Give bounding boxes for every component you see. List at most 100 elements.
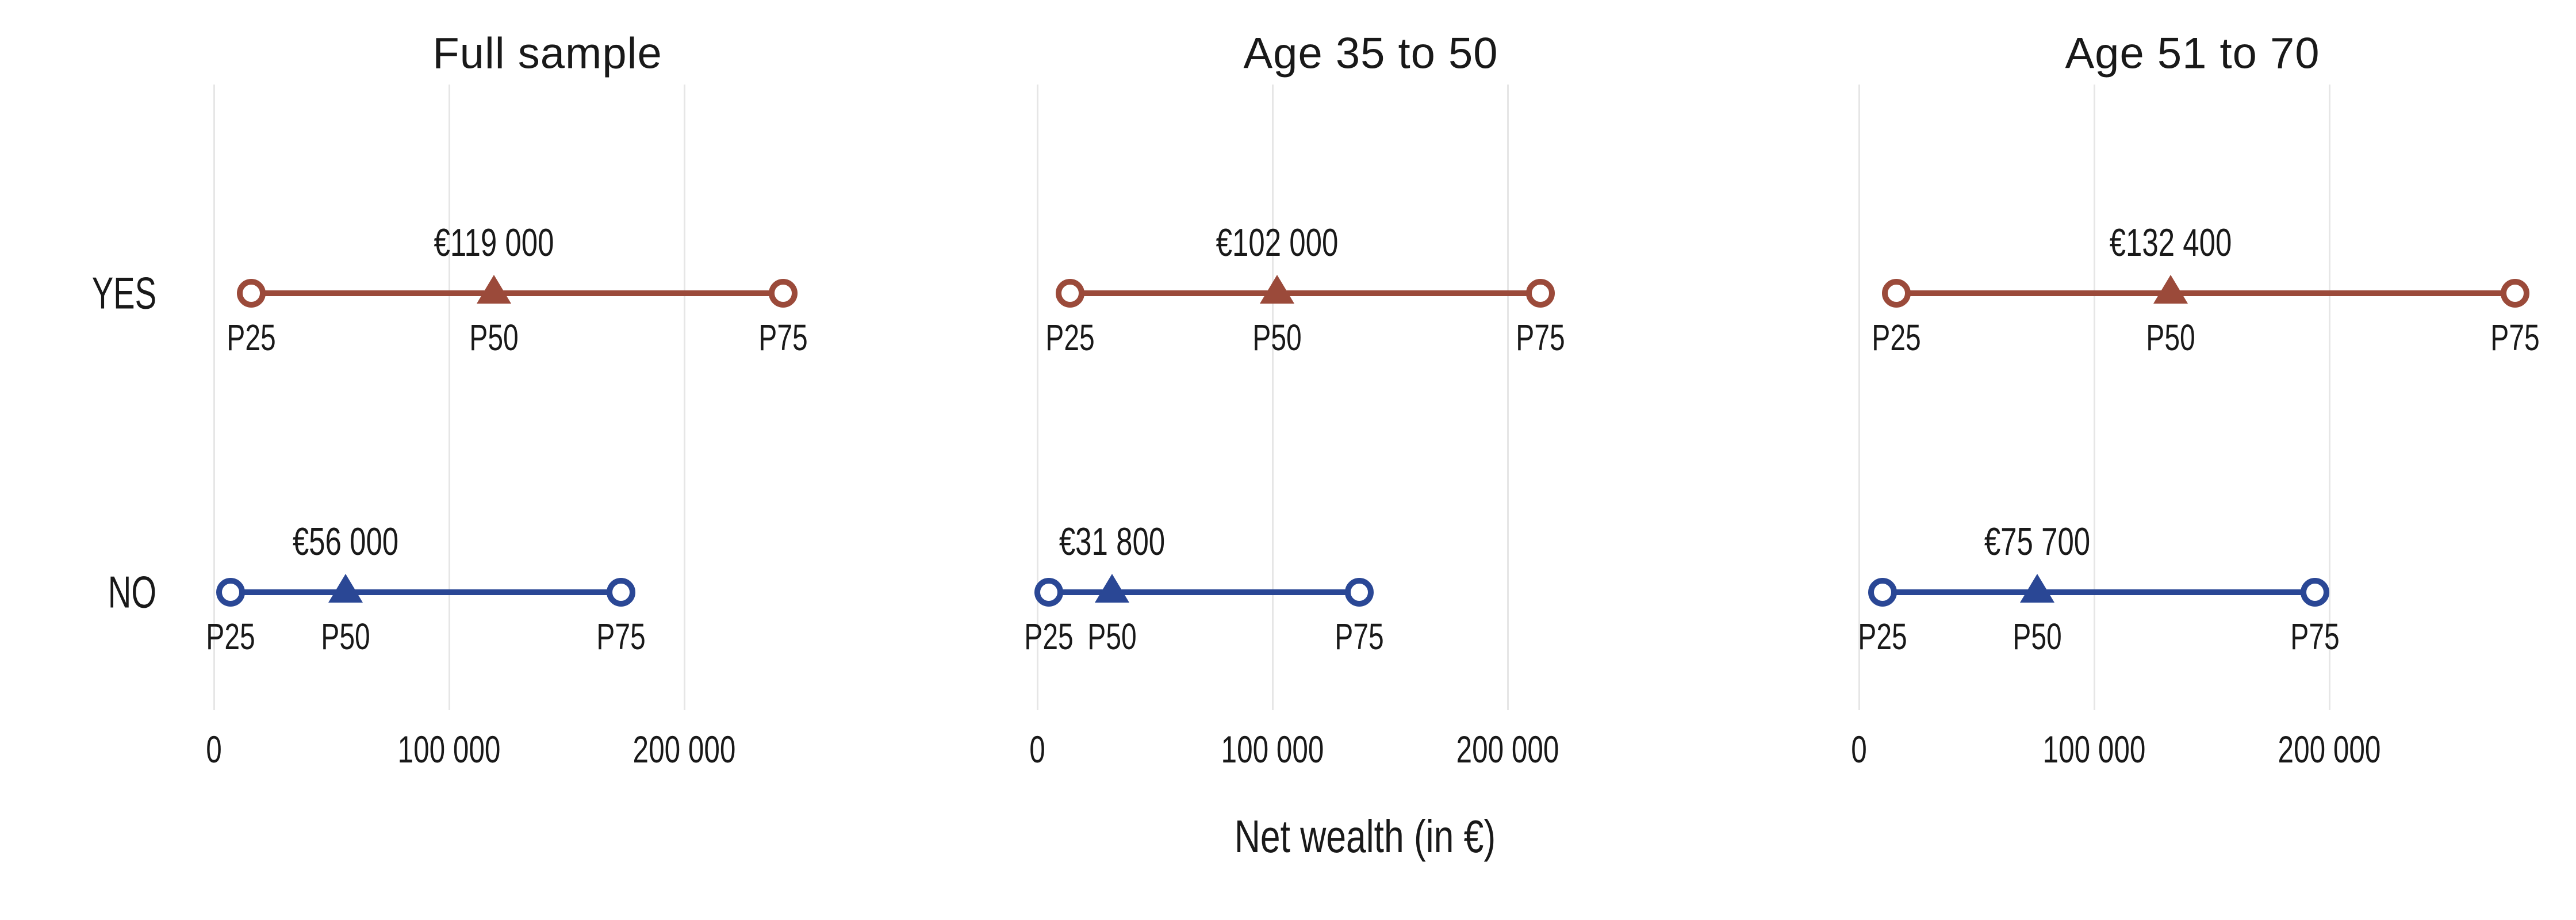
x-tick-label: 200 000: [616, 727, 753, 771]
label-text: 100 000: [397, 728, 501, 770]
percentile-label-p25: P25: [1850, 615, 1915, 658]
x-axis-title-text: Net wealth (in €): [1234, 811, 1496, 862]
gridline-100000: [2093, 85, 2095, 710]
label-text: P75: [2290, 616, 2340, 657]
p75-marker-yes: [2501, 279, 2530, 308]
label-text: NO: [108, 566, 156, 618]
label-text: €56 000: [292, 520, 399, 564]
label-text: €132 400: [2109, 221, 2232, 264]
x-tick-label: 100 000: [2026, 727, 2163, 771]
gridline-0: [1858, 85, 1860, 710]
p75-marker-no: [2301, 578, 2330, 607]
label-text: 200 000: [2278, 728, 2381, 770]
x-tick-label: 200 000: [1439, 727, 1577, 771]
x-tick-label: 0: [1027, 727, 1048, 771]
percentile-label-p50: P50: [1244, 316, 1310, 359]
panel-title-age-51-70: Age 51 to 70: [2065, 29, 2320, 78]
percentile-label-p50: P50: [313, 615, 378, 658]
row-label-no: NO: [89, 566, 156, 619]
label-text: P50: [2145, 317, 2195, 358]
range-line-yes: [1070, 290, 1541, 296]
label-text: 200 000: [1456, 728, 1559, 770]
label-text: 100 000: [2042, 728, 2146, 770]
label-text: P75: [596, 616, 646, 657]
label-text: €31 800: [1059, 520, 1166, 564]
gridline-200000: [1506, 85, 1509, 710]
p25-marker-yes: [1056, 279, 1085, 308]
percentile-label-p75: P75: [750, 316, 816, 359]
label-text: 0: [1029, 728, 1045, 770]
percentile-label-p25: P25: [1017, 615, 1082, 658]
panel-title-age-35-50: Age 35 to 50: [1243, 29, 1498, 78]
range-line-no: [1882, 589, 2316, 595]
x-tick-label: 100 000: [1204, 727, 1341, 771]
p25-marker-yes: [1882, 279, 1911, 308]
gridline-100000: [1271, 85, 1274, 710]
gridline-200000: [683, 85, 685, 710]
panel-title-full-sample: Full sample: [432, 29, 662, 78]
median-marker-yes: [1260, 275, 1295, 304]
p25-marker-no: [1868, 578, 1897, 607]
label-text: P50: [321, 616, 370, 657]
median-value-label: €119 000: [413, 220, 574, 265]
x-tick-label: 0: [204, 727, 225, 771]
label-text: €119 000: [434, 221, 554, 264]
x-tick-label: 200 000: [2261, 727, 2398, 771]
row-label-yes: YES: [67, 267, 156, 320]
label-text: P25: [1872, 317, 1922, 358]
label-text: P75: [2490, 317, 2540, 358]
percentile-label-p75: P75: [2283, 615, 2348, 658]
percentile-label-p75: P75: [1508, 316, 1573, 359]
x-tick-label: 100 000: [381, 727, 518, 771]
gridline-0: [1036, 85, 1038, 710]
range-line-no: [230, 589, 621, 595]
p25-marker-no: [1034, 578, 1064, 607]
percentile-label-p50: P50: [461, 316, 527, 359]
p25-marker-yes: [237, 279, 266, 308]
p75-marker-no: [606, 578, 635, 607]
label-text: P75: [1335, 616, 1385, 657]
median-marker-yes: [476, 275, 511, 304]
median-marker-yes: [2153, 275, 2188, 304]
range-line-yes: [251, 290, 783, 296]
median-marker-no: [2019, 574, 2054, 603]
label-text: P50: [1087, 616, 1137, 657]
percentile-label-p75: P75: [2482, 316, 2548, 359]
percentile-label-p25: P25: [198, 615, 263, 658]
label-text: P25: [1858, 616, 1907, 657]
label-text: €75 700: [1984, 520, 2090, 564]
percentile-label-p25: P25: [1864, 316, 1930, 359]
p25-marker-no: [216, 578, 245, 607]
label-text: P75: [1516, 317, 1565, 358]
label-text: 0: [206, 728, 222, 770]
label-text: P75: [758, 317, 808, 358]
percentile-label-p50: P50: [1079, 615, 1145, 658]
median-value-label: €75 700: [1966, 519, 2108, 564]
label-text: P50: [1252, 317, 1302, 358]
range-line-yes: [1896, 290, 2516, 296]
percentile-label-p75: P75: [588, 615, 654, 658]
percentile-label-p75: P75: [1327, 615, 1392, 658]
median-marker-no: [328, 574, 363, 603]
gridline-0: [213, 85, 215, 710]
p75-marker-yes: [1526, 279, 1555, 308]
label-text: 100 000: [1221, 728, 1324, 770]
label-text: €102 000: [1216, 221, 1339, 264]
p75-marker-yes: [768, 279, 798, 308]
label-text: 0: [1851, 728, 1867, 770]
range-line-no: [1049, 589, 1360, 595]
percentile-label-p50: P50: [2138, 316, 2203, 359]
median-value-label: €31 800: [1041, 519, 1183, 564]
label-text: P50: [469, 317, 519, 358]
median-value-label: €132 400: [2089, 220, 2252, 265]
percentile-label-p25: P25: [219, 316, 285, 359]
label-text: P50: [2012, 616, 2062, 657]
x-axis-title: Net wealth (in €): [1198, 810, 1532, 863]
median-value-label: €56 000: [275, 519, 416, 564]
label-text: P25: [227, 317, 277, 358]
gridline-200000: [2328, 85, 2330, 710]
label-text: 200 000: [632, 728, 736, 770]
label-text: P25: [1045, 317, 1095, 358]
p75-marker-no: [1345, 578, 1374, 607]
label-text: P25: [205, 616, 255, 657]
